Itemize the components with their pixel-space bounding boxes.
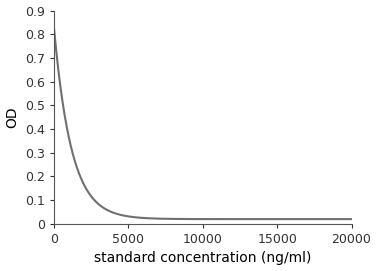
Y-axis label: OD: OD (6, 107, 20, 128)
X-axis label: standard concentration (ng/ml): standard concentration (ng/ml) (94, 251, 311, 265)
